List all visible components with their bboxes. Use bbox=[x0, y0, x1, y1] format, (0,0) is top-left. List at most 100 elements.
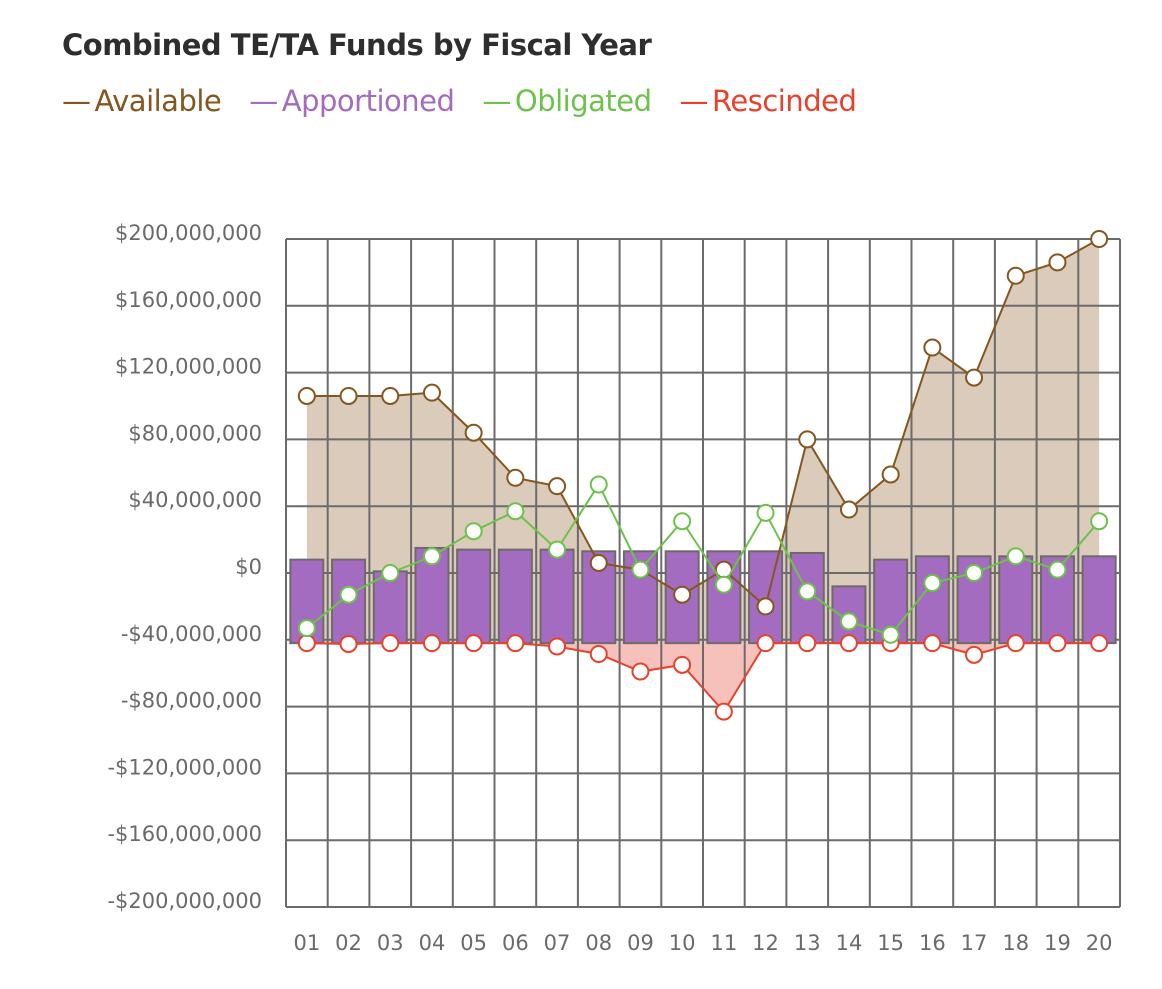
legend-item-available[interactable]: — Available bbox=[62, 84, 222, 118]
obligated-point bbox=[297, 619, 316, 638]
available-point bbox=[965, 368, 984, 387]
rescinded-point bbox=[589, 644, 608, 663]
y-tick-label: $200,000,000 bbox=[115, 221, 262, 245]
legend-item-obligated[interactable]: — Obligated bbox=[482, 84, 652, 118]
available-point bbox=[464, 423, 483, 442]
obligated-point bbox=[1048, 560, 1067, 579]
available-point bbox=[506, 468, 525, 487]
y-tick-label: -$160,000,000 bbox=[107, 822, 262, 846]
available-point bbox=[422, 383, 441, 402]
apportioned-bar bbox=[331, 558, 367, 645]
y-tick-label: -$40,000,000 bbox=[121, 622, 262, 646]
x-tick-label: 05 bbox=[460, 931, 487, 955]
rescinded-point bbox=[506, 634, 525, 653]
rescinded-point bbox=[923, 634, 942, 653]
legend-item-rescinded[interactable]: — Rescinded bbox=[679, 84, 857, 118]
x-tick-label: 03 bbox=[377, 931, 404, 955]
rescinded-point bbox=[548, 637, 567, 656]
rescinded-point bbox=[464, 634, 483, 653]
rescinded-point bbox=[1090, 634, 1109, 653]
apportioned-bar bbox=[497, 548, 533, 645]
obligated-point bbox=[756, 503, 775, 522]
x-tick-label: 11 bbox=[710, 931, 737, 955]
x-tick-label: 10 bbox=[669, 931, 696, 955]
available-point bbox=[1006, 266, 1025, 285]
obligated-point bbox=[548, 540, 567, 559]
legend-dash-icon: — bbox=[679, 84, 709, 118]
x-tick-label: 16 bbox=[919, 931, 946, 955]
available-point bbox=[756, 597, 775, 616]
obligated-point bbox=[464, 522, 483, 541]
x-tick-label: 01 bbox=[293, 931, 320, 955]
apportioned-bar bbox=[372, 570, 408, 645]
available-point bbox=[1048, 253, 1067, 272]
x-tick-label: 04 bbox=[419, 931, 446, 955]
rescinded-point bbox=[339, 634, 358, 653]
apportioned-bar bbox=[998, 555, 1034, 645]
rescinded-point bbox=[381, 634, 400, 653]
rescinded-point bbox=[1048, 634, 1067, 653]
legend: — Available — Apportioned — Obligated — Resc… bbox=[62, 84, 860, 118]
available-point bbox=[589, 553, 608, 572]
available-point bbox=[798, 430, 817, 449]
available-point bbox=[381, 386, 400, 405]
y-tick-label: -$200,000,000 bbox=[107, 889, 262, 913]
obligated-point bbox=[631, 560, 650, 579]
legend-dash-icon: — bbox=[62, 84, 91, 118]
obligated-point bbox=[673, 512, 692, 531]
apportioned-bar bbox=[539, 548, 575, 645]
legend-item-apportioned[interactable]: — Apportioned bbox=[249, 84, 455, 118]
apportioned-bar bbox=[456, 548, 492, 645]
x-tick-label: 09 bbox=[627, 931, 654, 955]
y-tick-label: $80,000,000 bbox=[128, 421, 262, 445]
obligated-point bbox=[1090, 512, 1109, 531]
x-tick-label: 14 bbox=[836, 931, 863, 955]
x-tick-label: 17 bbox=[961, 931, 988, 955]
available-point bbox=[548, 477, 567, 496]
available-point bbox=[339, 386, 358, 405]
x-tick-label: 19 bbox=[1044, 931, 1071, 955]
x-tick-label: 02 bbox=[335, 931, 362, 955]
obligated-point bbox=[506, 502, 525, 521]
obligated-point bbox=[1006, 547, 1025, 566]
chart-title: Combined TE/TA Funds by Fiscal Year bbox=[62, 28, 652, 62]
x-tick-label: 13 bbox=[794, 931, 821, 955]
available-point bbox=[881, 465, 900, 484]
obligated-point bbox=[881, 625, 900, 644]
rescinded-point bbox=[756, 634, 775, 653]
available-point bbox=[923, 338, 942, 357]
x-tick-label: 07 bbox=[544, 931, 571, 955]
available-point bbox=[673, 585, 692, 604]
rescinded-point bbox=[798, 634, 817, 653]
y-tick-label: -$80,000,000 bbox=[121, 689, 262, 713]
y-tick-label: $40,000,000 bbox=[128, 488, 262, 512]
x-tick-label: 06 bbox=[502, 931, 529, 955]
y-tick-label: -$120,000,000 bbox=[107, 755, 262, 779]
apportioned-bar bbox=[581, 550, 617, 645]
available-point bbox=[839, 500, 858, 519]
available-area bbox=[306, 239, 1100, 644]
rescinded-point bbox=[1006, 634, 1025, 653]
y-tick-label: $0 bbox=[235, 555, 262, 579]
rescinded-point bbox=[673, 655, 692, 674]
rescinded-point bbox=[714, 702, 733, 721]
x-tick-label: 18 bbox=[1002, 931, 1029, 955]
obligated-point bbox=[965, 564, 984, 582]
apportioned-bar bbox=[1081, 555, 1117, 645]
rescinded-point bbox=[839, 634, 858, 653]
obligated-point bbox=[798, 582, 817, 601]
rescinded-point bbox=[422, 634, 441, 653]
rescinded-point bbox=[631, 662, 650, 681]
rescinded-point bbox=[297, 634, 316, 653]
x-tick-label: 12 bbox=[752, 931, 779, 955]
rescinded-point bbox=[965, 645, 984, 664]
legend-dash-icon: — bbox=[482, 84, 511, 118]
obligated-point bbox=[714, 575, 733, 594]
x-tick-label: 20 bbox=[1086, 931, 1113, 955]
available-point bbox=[1090, 230, 1109, 248]
obligated-point bbox=[422, 547, 441, 566]
obligated-point bbox=[839, 612, 858, 631]
available-point bbox=[297, 386, 316, 405]
x-tick-label: 08 bbox=[585, 931, 612, 955]
